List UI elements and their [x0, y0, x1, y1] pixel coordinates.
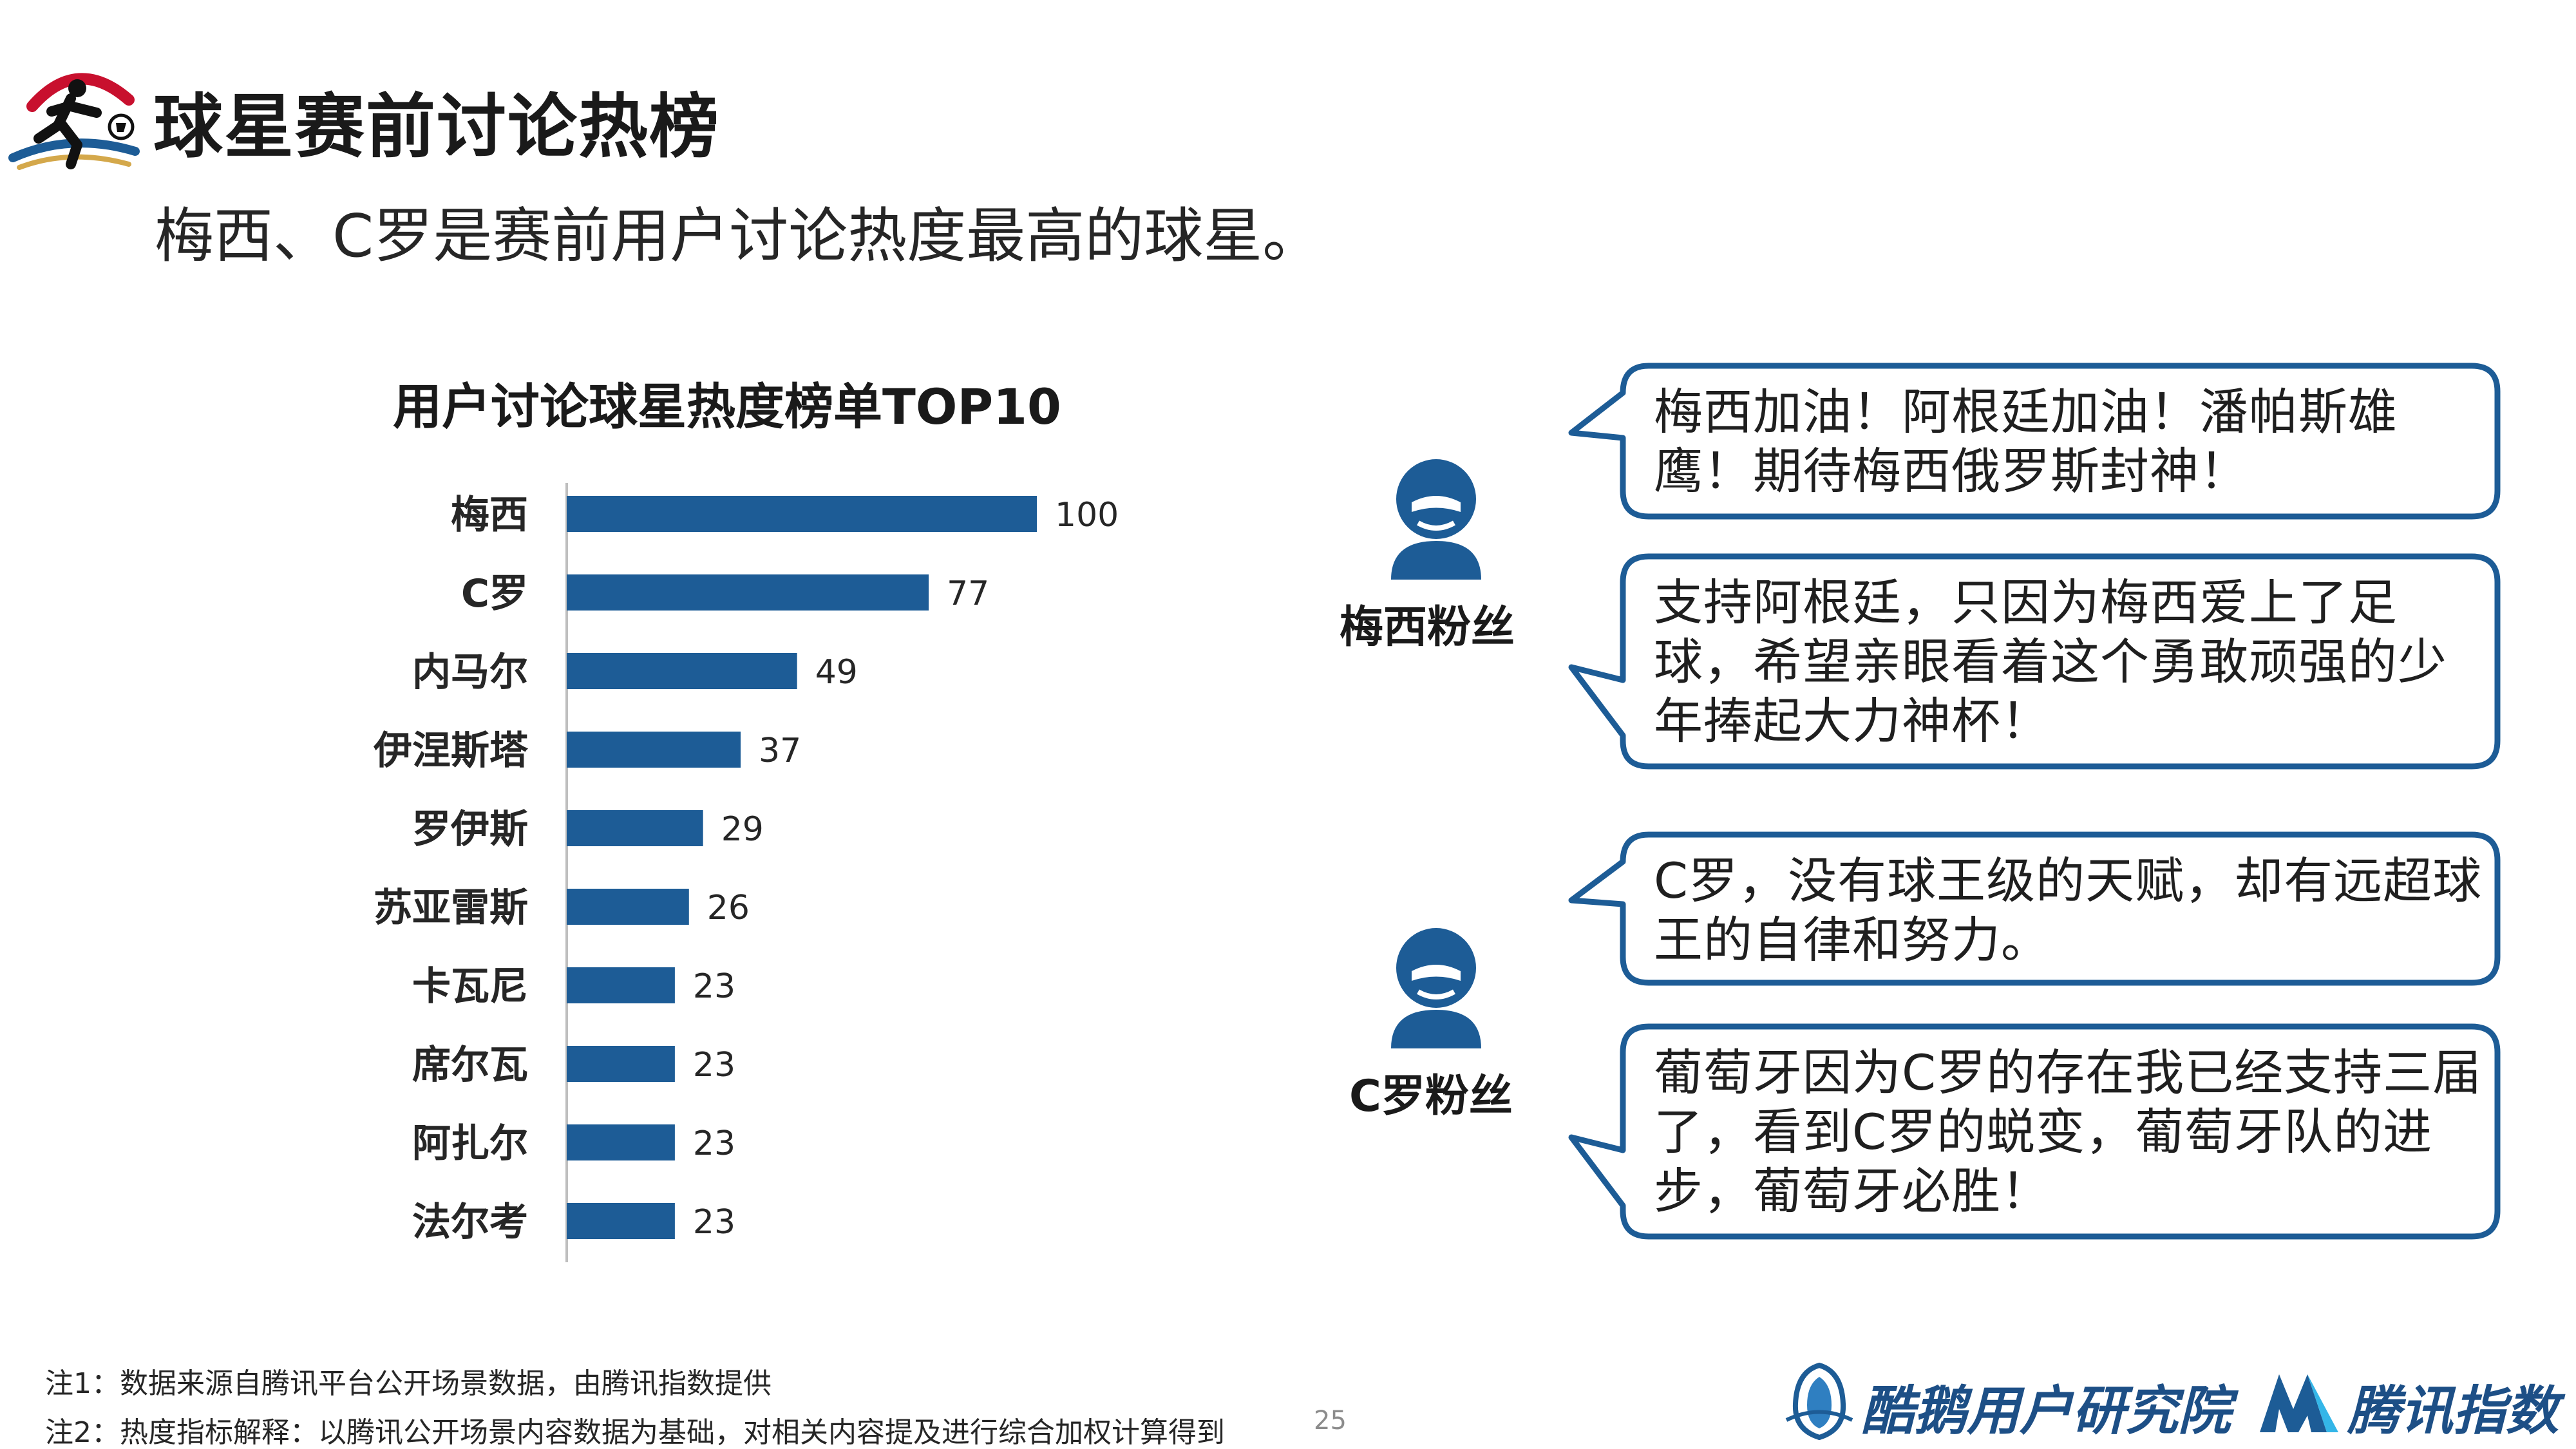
category-label: 梅西 [451, 493, 528, 538]
category-label: 席尔瓦 [412, 1043, 528, 1088]
bar [567, 1124, 675, 1160]
bubble-1-line-2: 鹰！期待梅西俄罗斯封神！ [1654, 442, 2249, 500]
bar [567, 574, 929, 611]
bubble-2-line-1: 支持阿根廷，只因为梅西爱上了足 [1654, 574, 2398, 631]
data-label: 100 [1055, 496, 1119, 535]
brand-name-2: 腾讯指数 [2347, 1381, 2559, 1442]
soccer-player-logo-icon [8, 73, 140, 170]
data-label: 29 [721, 810, 764, 849]
penguin-logo-icon [1785, 1362, 1853, 1441]
bubble-2-line-2: 球，希望亲眼看着这个勇敢顽强的少 [1654, 633, 2447, 690]
bubble-1-line-1: 梅西加油！阿根廷加油！潘帕斯雄 [1654, 383, 2398, 440]
bar [567, 1203, 675, 1239]
data-label: 37 [759, 732, 801, 770]
category-label: 阿扎尔 [412, 1121, 528, 1166]
bubble-4-line-1: 葡萄牙因为C罗的存在我已经支持三届 [1654, 1044, 2483, 1101]
category-label: 伊涅斯塔 [373, 728, 529, 773]
category-label: 法尔考 [412, 1200, 528, 1245]
footnote-1: 注1：数据来源自腾讯平台公开场景数据，由腾讯指数提供 [45, 1367, 772, 1400]
data-label: 49 [815, 653, 858, 692]
ronaldo-fan-label: C罗粉丝 [1349, 1071, 1513, 1122]
bar [567, 496, 1037, 532]
bubble-1-text: 梅西加油！阿根廷加油！潘帕斯雄 鹰！期待梅西俄罗斯封神！ [1654, 383, 2398, 501]
speech-bubble-3 [1568, 831, 2501, 986]
page-title: 球星赛前讨论热榜 [153, 87, 721, 167]
bubble-3-text: C罗，没有球王级的天赋，却有远超球 王的自律和努力。 [1654, 851, 2482, 970]
bubble-4-line-3: 步，葡萄牙必胜！ [1654, 1162, 2050, 1220]
speech-bubble-1 [1568, 363, 2501, 520]
bubble-4-text: 葡萄牙因为C罗的存在我已经支持三届 了，看到C罗的蜕变，葡萄牙队的进 步，葡萄牙… [1654, 1043, 2482, 1221]
speech-bubble-4 [1568, 1023, 2501, 1240]
footnote-2: 注2：热度指标解释：以腾讯公开场景内容数据为基础，对相关内容提及进行综合加权计算… [45, 1416, 1225, 1449]
brand-name-1: 酷鹅用户研究院 [1861, 1381, 2231, 1442]
bar [567, 653, 797, 689]
bar [567, 1046, 675, 1082]
category-label: 卡瓦尼 [412, 964, 528, 1009]
bar [567, 967, 675, 1003]
tencent-index-logo-icon [2260, 1374, 2338, 1432]
category-label: 苏亚雷斯 [374, 886, 528, 931]
messi-fan-avatar-icon [1391, 459, 1481, 580]
bubble-3-line-1: C罗，没有球王级的天赋，却有远超球 [1654, 852, 2483, 909]
bubble-2-line-3: 年捧起大力神杯！ [1654, 692, 2050, 750]
data-label: 23 [693, 1046, 735, 1084]
bubble-3-line-2: 王的自律和努力。 [1654, 911, 2050, 969]
bar [567, 889, 689, 925]
speech-bubble-2 [1568, 553, 2501, 770]
page-subtitle: 梅西、C罗是赛前用户讨论热度最高的球星。 [155, 202, 1322, 270]
data-label: 23 [693, 967, 735, 1006]
bubble-2-text: 支持阿根廷，只因为梅西爱上了足 球，希望亲眼看着这个勇敢顽强的少 年捧起大力神杯… [1654, 573, 2447, 751]
bubble-4-line-2: 了，看到C罗的蜕变，葡萄牙队的进 [1654, 1103, 2433, 1160]
data-label: 23 [693, 1203, 735, 1242]
bar [567, 810, 703, 846]
category-label: C罗 [461, 571, 528, 616]
page-number: 25 [1314, 1406, 1347, 1435]
category-label: 罗伊斯 [412, 807, 528, 852]
chart-title: 用户讨论球星热度榜单TOP10 [393, 378, 1061, 435]
bar [567, 732, 741, 768]
brand-logos: 酷鹅用户研究院 腾讯指数 [1777, 1359, 2559, 1443]
ronaldo-fan-avatar-icon [1391, 928, 1481, 1048]
category-label: 内马尔 [412, 650, 528, 695]
data-label: 23 [693, 1124, 735, 1163]
data-label: 26 [707, 889, 750, 927]
data-label: 77 [947, 574, 989, 613]
messi-fan-label: 梅西粉丝 [1340, 602, 1515, 653]
